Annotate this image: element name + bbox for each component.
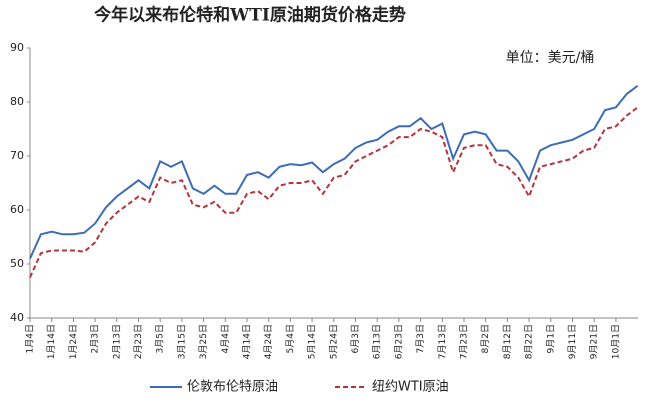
x-tick-label: 5月14日 [307,324,318,359]
x-tick-label: 8月12日 [502,324,513,359]
y-tick-label: 80 [10,95,24,108]
x-tick-label: 8月22日 [524,324,535,359]
chart-title: 今年以来布伦特和WTI原油期货价格走势 [94,5,406,26]
x-tick-label: 7月3日 [415,324,426,353]
x-tick-label: 9月21日 [589,324,600,359]
x-tick-label: 6月3日 [350,324,361,353]
x-tick-label: 3月15日 [176,324,187,359]
x-tick-label: 9月1日 [545,324,556,353]
x-tick-label: 6月13日 [372,324,383,359]
unit-label: 单位：美元/桶 [506,50,595,66]
x-tick-label: 1月24日 [68,324,79,359]
series-line [29,85,639,260]
series-line [29,106,639,278]
y-tick-label: 70 [10,149,24,162]
y-tick-label: 50 [10,257,24,270]
x-tick-label: 2月3日 [90,324,101,353]
x-tick-label: 6月23日 [393,324,404,359]
x-tick-label: 1月4日 [25,324,36,353]
legend-label: 伦敦布伦特原油 [187,379,278,395]
y-tick-label: 40 [10,311,24,324]
x-tick-label: 10月1日 [610,324,621,359]
x-tick-label: 9月11日 [567,324,578,359]
y-tick-label: 60 [10,203,24,216]
x-tick-label: 3月25日 [198,324,209,359]
x-tick-label: 7月23日 [459,324,470,359]
x-tick-label: 7月13日 [437,324,448,359]
x-tick-label: 3月5日 [155,324,166,353]
x-tick-label: 2月23日 [133,324,144,359]
x-tick-label: 5月24日 [328,324,339,359]
y-tick-label: 90 [10,41,24,54]
x-tick-label: 2月13日 [111,324,122,359]
x-tick-label: 8月2日 [480,324,491,353]
x-tick-label: 5月4日 [285,324,296,353]
x-tick-label: 4月14日 [242,324,253,359]
x-tick-label: 4月24日 [263,324,274,359]
x-tick-label: 4月4日 [220,324,231,353]
x-tick-label: 1月14日 [46,324,57,359]
legend-label: 纽约WTI原油 [372,380,449,395]
